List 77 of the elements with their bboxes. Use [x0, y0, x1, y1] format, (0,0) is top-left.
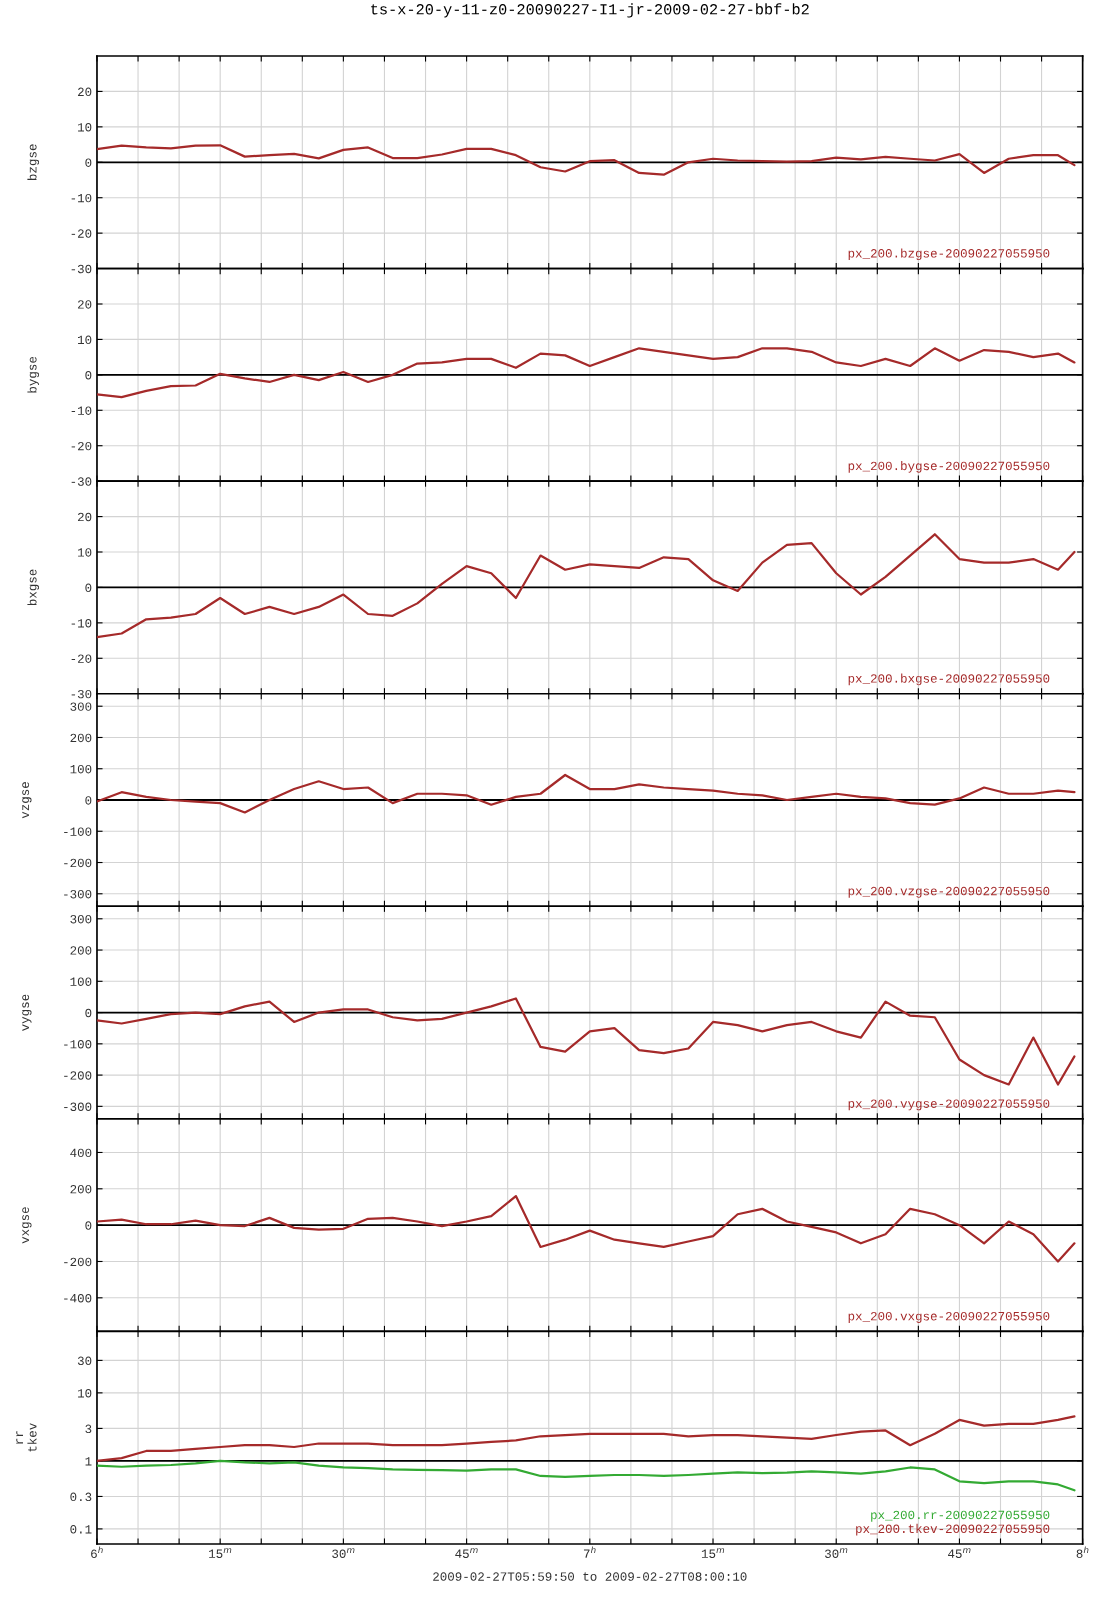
chart-title: ts-x-20-y-11-z0-20090227-I1-jr-2009-02-27-bbf-b2	[371, 3, 809, 18]
y-tick-label: -100	[64, 1040, 92, 1049]
x-tick-label: 15$^{m}$	[701, 1548, 725, 1558]
y-tick-label: -300	[64, 1102, 92, 1112]
y-tick-label: 0	[85, 796, 92, 805]
y-tick-label: 10	[78, 335, 92, 345]
y-axis-title: bxgse	[27, 569, 40, 606]
y-tick-label: 30	[77, 1356, 92, 1366]
line-series	[96, 144, 1076, 176]
line-series	[96, 1194, 1076, 1263]
y-tick-label: 0	[85, 1221, 92, 1230]
y-tick-label: -200	[64, 858, 92, 868]
y-axis-title: vzgse	[22, 782, 32, 819]
y-tick-label: 0	[85, 1008, 92, 1018]
y-tick-label: 200	[70, 733, 92, 743]
y-tick-label: -30	[71, 689, 92, 699]
y-tick-label: -30	[71, 264, 92, 274]
y-tick-label: 10	[78, 1389, 92, 1398]
y-tick-label: 0	[85, 371, 92, 380]
y-tick-label: 10	[78, 548, 92, 557]
y-tick-label: 20	[77, 300, 92, 309]
line-series	[96, 533, 1076, 639]
y-tick-label: -20	[71, 229, 92, 238]
y-tick-label: 0.3	[70, 1492, 92, 1502]
x-tick-label: 6$^{h}$	[91, 1546, 103, 1558]
x-tick-label: 7$^{h}$	[583, 1546, 596, 1558]
text: px_200.vxgse-20090227055950	[848, 1311, 1050, 1323]
y-tick-label: 200	[70, 946, 92, 955]
y-tick-label: -20	[71, 441, 92, 451]
y-tick-label: 10	[78, 123, 92, 132]
y-tick-label: -20	[71, 654, 92, 663]
y-axis-title: bzgse	[27, 144, 40, 180]
text: px_200.bygse-20090227055950	[848, 460, 1050, 473]
text: px_200.tkev-20090227055950	[856, 1523, 1050, 1536]
y-tick-label: -200	[64, 1257, 92, 1267]
line-series	[96, 347, 1076, 399]
x-tick-label: 8$^{h}$	[1076, 1546, 1089, 1558]
y-axis-title: bygse	[27, 356, 40, 393]
y-tick-label: -400	[64, 1293, 92, 1303]
y-tick-label: 3	[85, 1424, 92, 1434]
y-tick-label: -100	[64, 827, 92, 836]
line-series	[96, 1415, 1076, 1462]
y-tick-label: 0	[85, 158, 92, 167]
y-tick-label: -200	[64, 1071, 92, 1080]
y-tick-label: -10	[71, 406, 92, 415]
text: px_200.vzgse-20090227055950	[848, 886, 1050, 898]
y-tick-label: 0.1	[70, 1525, 92, 1534]
x-axis-title: 2009-02-27T05:59:50 to 2009-02-27T08:00:10	[433, 1572, 747, 1581]
x-tick-label: 15$^{m}$	[209, 1548, 232, 1558]
y-tick-label: -10	[71, 619, 92, 628]
y-tick-label: 300	[70, 914, 92, 924]
y-tick-label: 20	[77, 512, 92, 522]
y-tick-label: -300	[64, 889, 92, 899]
line-series	[96, 1459, 1076, 1492]
text: px_200.bzgse-20090227055950	[848, 248, 1050, 261]
y-tick-label: 20	[77, 87, 92, 97]
y-tick-label: 400	[70, 1148, 92, 1158]
x-tick-label: 45$^{m}$	[948, 1548, 971, 1558]
line-series	[96, 773, 1076, 814]
x-tick-label: 45$^{m}$	[455, 1548, 478, 1558]
text: px_200.bxgse-20090227055950	[848, 673, 1050, 686]
text: px_200.rr-20090227055950	[871, 1510, 1050, 1522]
x-tick-label: 30$^{m}$	[332, 1548, 355, 1558]
line-series	[96, 997, 1076, 1086]
y-axis-title: vygse	[22, 994, 32, 1031]
y-axis-title: vxgse	[22, 1207, 32, 1244]
y-tick-label: 100	[70, 977, 92, 986]
series-label: px_200.vygse-20090227055950	[848, 1099, 1050, 1111]
y-tick-label: 200	[70, 1184, 92, 1194]
y-tick-label: 300	[70, 702, 92, 711]
y-tick-label: 0	[85, 583, 92, 593]
y-tick-label: 1	[85, 1457, 92, 1466]
y-tick-label: -30	[71, 477, 92, 486]
y-tick-label: -10	[71, 193, 92, 203]
y-axis-title: rr tkev	[16, 1423, 37, 1452]
y-tick-label: 100	[70, 764, 92, 774]
x-tick-label: 30$^{m}$	[825, 1548, 848, 1558]
